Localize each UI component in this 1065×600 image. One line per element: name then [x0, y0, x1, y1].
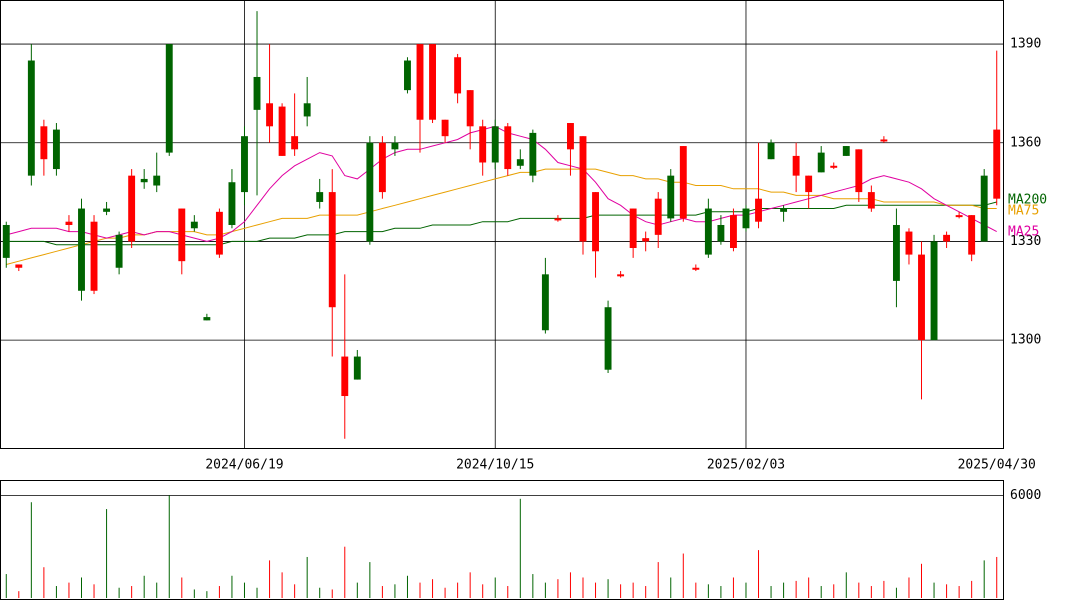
candle-body: [554, 218, 562, 221]
candle-body: [491, 126, 499, 163]
candle-body: [742, 208, 750, 229]
candle-body: [767, 142, 775, 160]
y-tick-label: 1330: [1010, 234, 1041, 249]
candle-body: [980, 175, 988, 242]
y-tick-label: 6000: [1010, 488, 1041, 503]
candle-body: [993, 129, 1001, 199]
candle-body: [153, 175, 161, 186]
candle-body: [805, 175, 813, 193]
candle-body: [190, 221, 198, 229]
y-tick-label: 1300: [1010, 333, 1041, 348]
candle-body: [328, 192, 336, 308]
candle-body: [454, 57, 462, 94]
candle-body: [604, 307, 612, 370]
candle-body: [303, 103, 311, 117]
candle-body: [817, 152, 825, 173]
x-tick-label: 2025/02/03: [707, 458, 785, 473]
x-tick-label: 2025/04/30: [958, 458, 1036, 473]
candle-body: [241, 136, 248, 193]
candle-body: [780, 208, 788, 212]
candle-body: [955, 215, 963, 218]
candle-body: [115, 234, 123, 268]
candle-body: [504, 126, 512, 170]
candle-body: [416, 44, 424, 120]
legend-label: MA25: [1008, 225, 1039, 240]
candle-body: [278, 106, 286, 156]
candle-body: [429, 44, 436, 120]
candle-body: [266, 103, 274, 127]
candle-body: [15, 264, 23, 268]
candle-body: [203, 317, 211, 321]
candle-body: [316, 192, 324, 202]
candle-body: [253, 76, 261, 110]
candle-body: [880, 139, 888, 142]
candle-body: [2, 224, 10, 258]
candle-body: [541, 274, 549, 331]
candle-body: [366, 142, 374, 242]
candle-body: [642, 238, 650, 242]
candle-body: [165, 44, 173, 153]
candle-body: [378, 142, 386, 193]
candle-body: [128, 175, 136, 242]
candle-body: [717, 224, 725, 242]
candle-body: [529, 132, 537, 176]
candle-body: [830, 165, 838, 168]
candle-body: [404, 60, 411, 91]
candle-body: [943, 234, 951, 242]
candle-body: [90, 221, 98, 291]
ma-line: [6, 125, 997, 242]
candle-body: [579, 136, 587, 242]
candle-body: [215, 211, 223, 255]
candle-body: [792, 155, 800, 176]
legend-label: MA200: [1008, 193, 1047, 208]
candle-body: [353, 356, 361, 380]
candle-body: [479, 126, 487, 163]
candle-body: [140, 178, 148, 183]
candle-body: [629, 208, 637, 249]
candle-body: [103, 208, 111, 212]
candle-body: [341, 356, 349, 397]
ma-line: [6, 201, 997, 246]
candle-body: [65, 221, 73, 225]
candle-body: [291, 136, 299, 150]
candle-body: [755, 198, 762, 222]
candle-body: [855, 149, 863, 193]
candle-body: [918, 254, 925, 341]
candle-body: [40, 126, 48, 160]
candle-body: [930, 241, 938, 341]
candle-body: [867, 192, 875, 209]
candle-body: [892, 224, 900, 281]
y-tick-label: 1390: [1010, 37, 1041, 52]
candle-body: [968, 215, 976, 255]
candle-body: [692, 267, 700, 270]
x-tick-label: 2024/06/19: [205, 458, 283, 473]
x-tick-label: 2024/10/15: [456, 458, 534, 473]
volume-panel: [0, 480, 1004, 600]
candle-body: [228, 182, 236, 225]
candle-body: [729, 215, 737, 249]
candle-body: [667, 175, 675, 219]
candle-body: [617, 274, 625, 277]
candle-body: [905, 231, 913, 255]
candle-body: [679, 146, 687, 219]
candle-body: [516, 159, 524, 166]
candle-body: [592, 192, 599, 252]
price-panel: [0, 0, 1004, 449]
candle-body: [654, 198, 662, 235]
candle-body: [567, 123, 574, 150]
candle-body: [441, 119, 449, 137]
candle-body: [842, 146, 850, 156]
candle-body: [466, 90, 474, 127]
candle-body: [78, 208, 85, 291]
ma-line: [6, 168, 997, 265]
candle-body: [704, 208, 712, 255]
candle-body: [391, 142, 399, 150]
candle-body: [52, 129, 60, 170]
legend-label: MA75: [1008, 204, 1039, 219]
y-tick-label: 1360: [1010, 135, 1041, 150]
candle-body: [27, 60, 35, 176]
candle-body: [178, 208, 186, 262]
